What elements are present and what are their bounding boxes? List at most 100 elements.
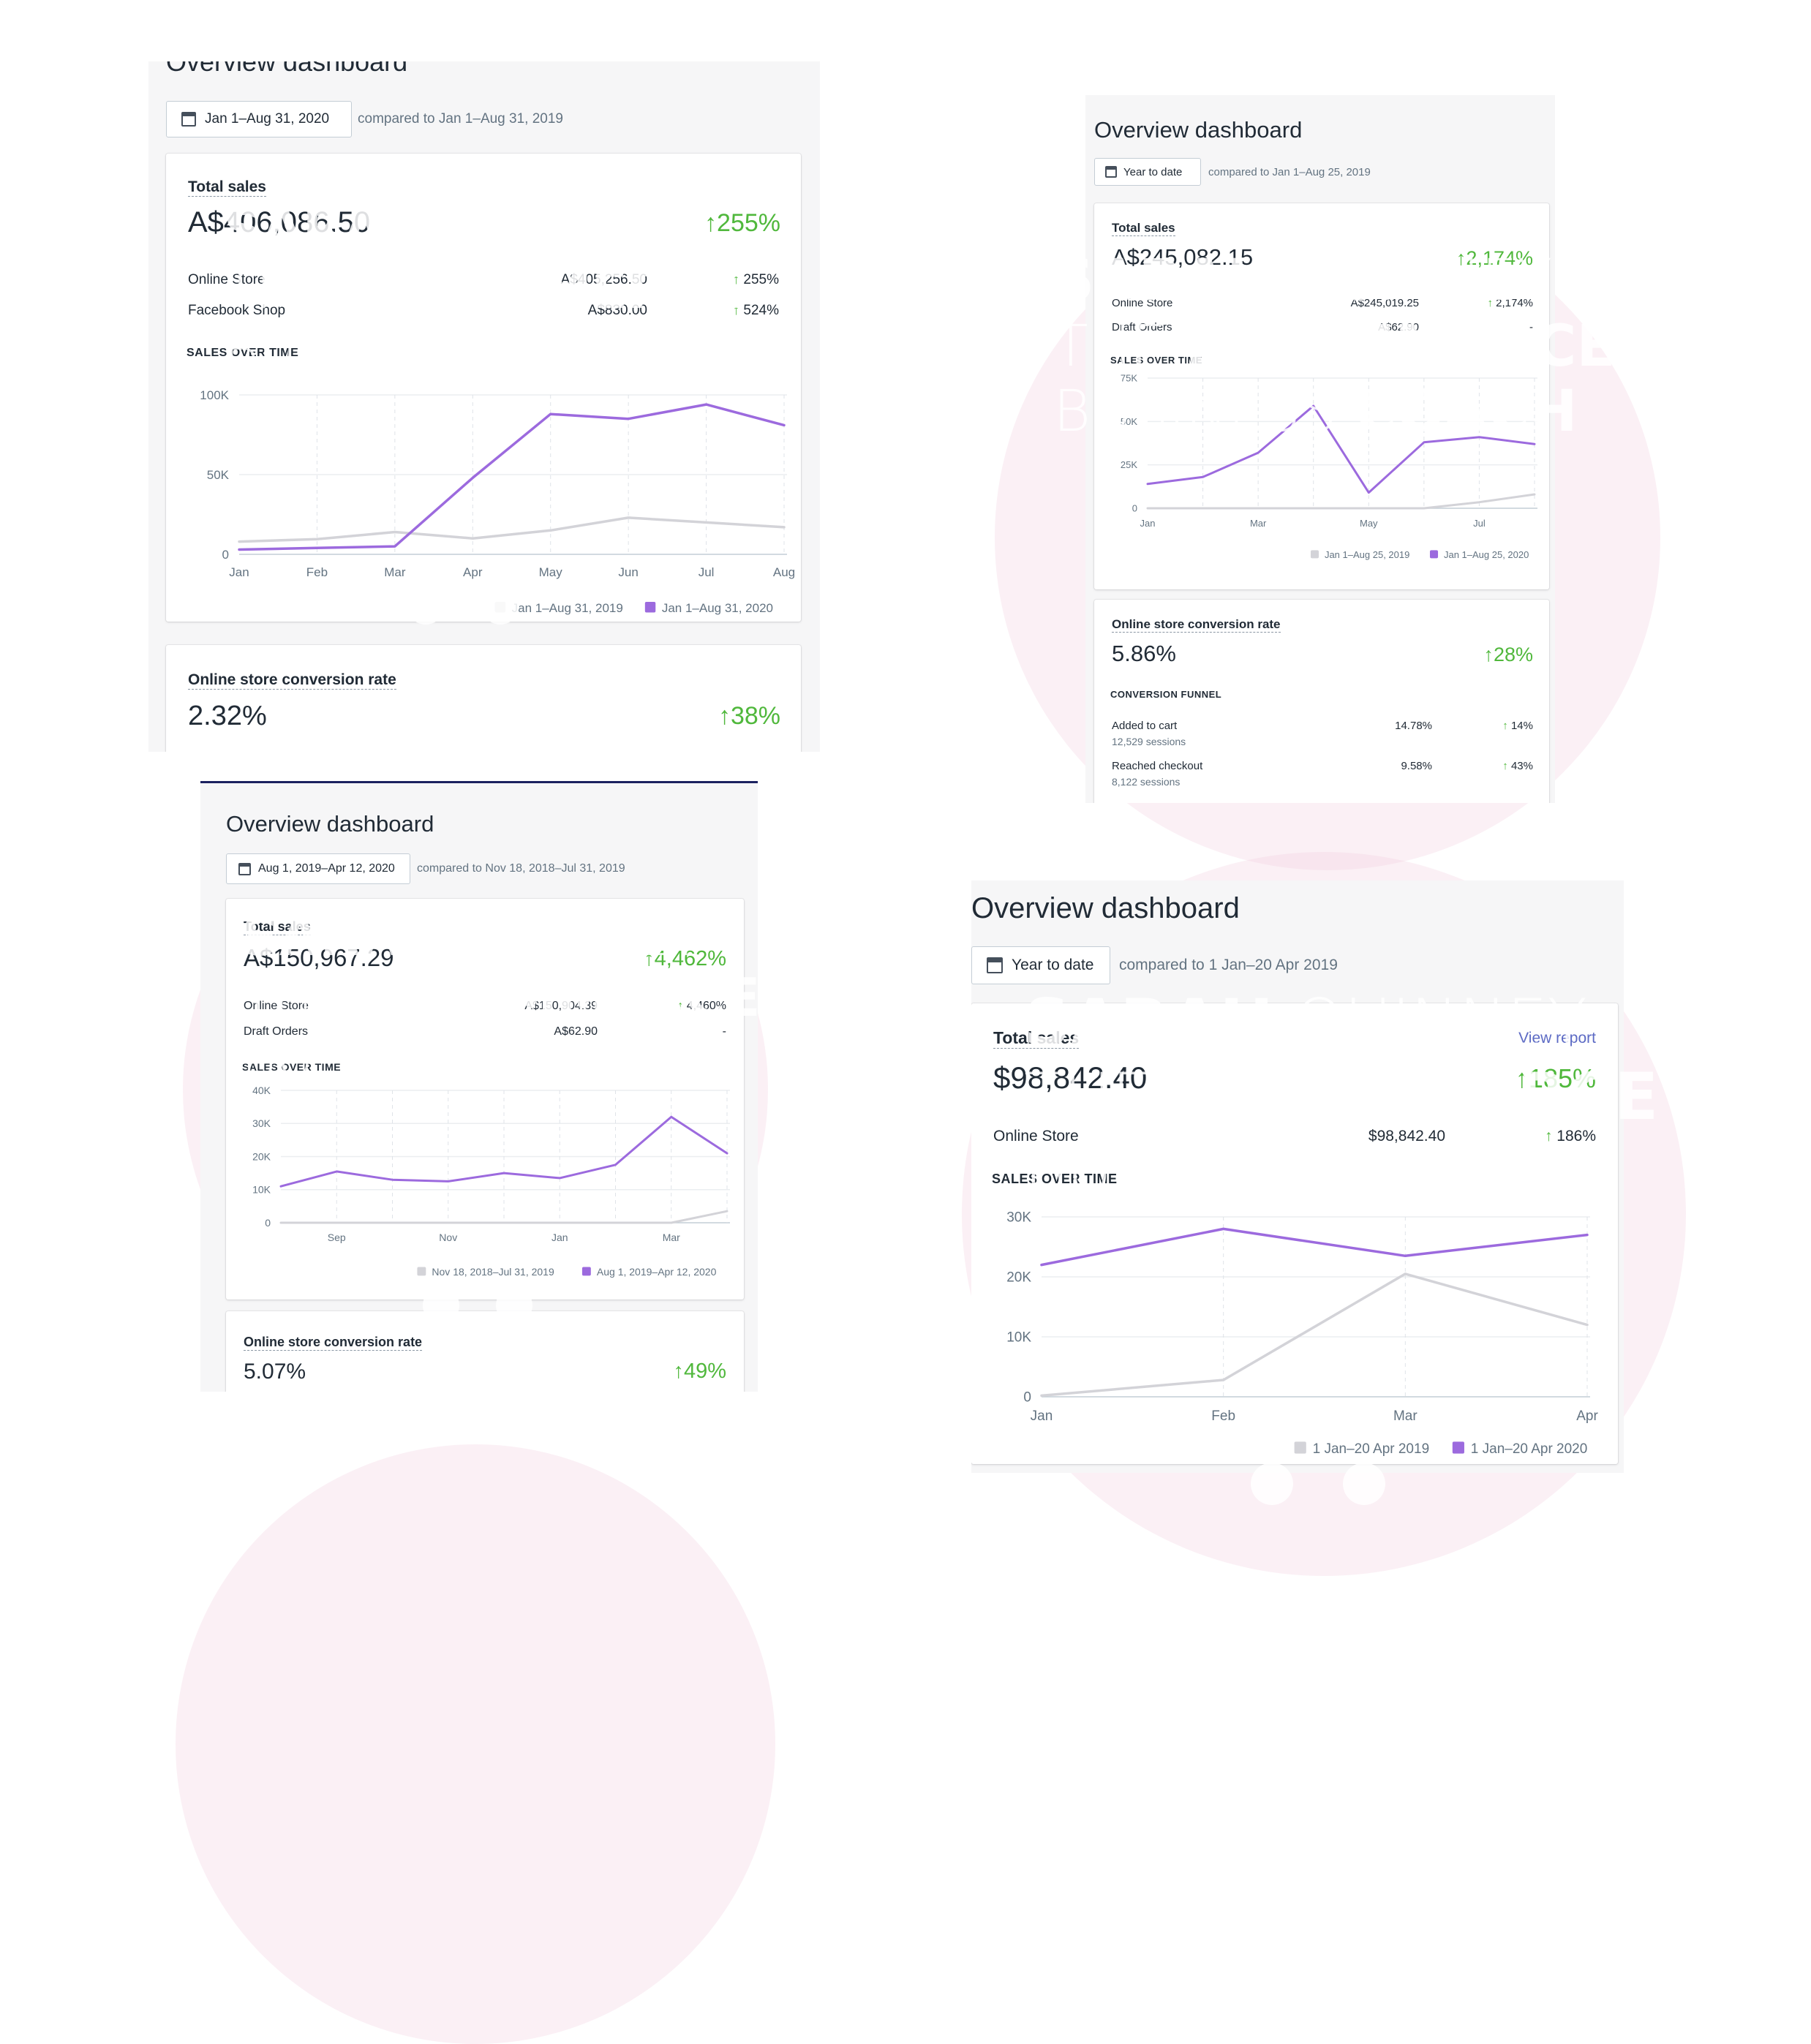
series-line-previous: [1040, 1272, 1589, 1398]
compare-text: compared to Jan 1–Aug 25, 2019: [1208, 166, 1371, 178]
breakdown-row-name: Draft Orders: [244, 1025, 309, 1038]
conversion-rate-value: 2.32%: [188, 701, 267, 731]
y-tick-label: 25K: [1121, 459, 1137, 470]
sales-over-time-chart: 0 10K 20K 30K 40K Sep Nov Jan Mar Aug 1, 2019–Apr…: [252, 1085, 730, 1278]
y-tick-label: 40K: [252, 1085, 271, 1096]
total-sales-value: $98,842.40: [993, 1060, 1148, 1095]
y-tick-label: 75K: [1121, 373, 1137, 384]
y-tick-label: 100K: [200, 388, 229, 402]
total-sales-change: ↑2,174%: [1456, 247, 1533, 269]
breakdown-row-value: A$405,256.50: [560, 272, 647, 287]
y-tick-label: 0: [222, 548, 229, 562]
conversion-rate-value: 5.86%: [1112, 641, 1176, 666]
total-sales-change: ↑4,462%: [644, 947, 726, 970]
x-tick-label: Jan: [1031, 1408, 1053, 1424]
funnel-step-sessions: 8,122 sessions: [1112, 776, 1181, 788]
view-report-link[interactable]: View report: [1518, 1030, 1596, 1046]
breakdown-row-value: A$245,019.25: [1350, 297, 1419, 309]
conversion-rate-change: ↑28%: [1483, 644, 1533, 665]
total-sales-change: ↑255%: [704, 209, 780, 237]
x-tick-label: Jul: [699, 565, 715, 579]
breakdown-row-value: A$830.00: [587, 303, 647, 318]
x-tick-label: Apr: [1576, 1408, 1598, 1424]
series-line-previous: [1146, 493, 1536, 510]
date-range-button[interactable]: Jan 1–Aug 31, 2020: [166, 101, 352, 137]
breakdown-row-name: Online Store: [1112, 297, 1173, 309]
legend-swatch: [1294, 1441, 1306, 1454]
sales-over-time-heading: SALES OVER TIME: [1110, 355, 1202, 366]
sales-over-time-heading: SALES OVER TIME: [187, 347, 299, 359]
y-tick-label: 30K: [1006, 1210, 1031, 1226]
x-tick-label: Aug: [773, 565, 795, 579]
total-sales-label[interactable]: Total sales: [188, 178, 266, 197]
conversion-rate-label[interactable]: Online store conversion rate: [244, 1335, 423, 1351]
y-tick-label: 20K: [1006, 1270, 1031, 1286]
series-line-previous: [279, 1210, 728, 1224]
legend-label: Aug 1, 2019–Apr 12, 2020: [597, 1266, 717, 1278]
series-line-current: [279, 1115, 728, 1188]
total-sales-value: A$406,086.50: [188, 206, 371, 238]
x-tick-label: Feb: [306, 565, 328, 579]
date-range-button[interactable]: Year to date: [1094, 158, 1201, 186]
conversion-rate-card: Online store conversion rate 2.32% ↑38%: [166, 645, 801, 752]
x-tick-label: Jul: [1473, 518, 1486, 529]
sales-over-time-chart: 0 50K 100K Jan Feb Mar Apr May Jun Jul Aug Jan 1–Au…: [200, 388, 795, 615]
watermark-circle: [176, 1444, 775, 2044]
date-range-label: Jan 1–Aug 31, 2020: [205, 111, 330, 127]
conversion-rate-label[interactable]: Online store conversion rate: [188, 671, 396, 690]
legend-swatch: [581, 1267, 591, 1276]
compare-text: compared to Nov 18, 2018–Jul 31, 2019: [417, 862, 625, 875]
date-range-button[interactable]: Aug 1, 2019–Apr 12, 2020: [226, 853, 410, 884]
breakdown-row-name: Facebook Shop: [188, 303, 286, 318]
legend-label: 1 Jan–20 Apr 2020: [1471, 1441, 1588, 1457]
conversion-rate-card: Online store conversion rate 5.86% ↑28% …: [1094, 600, 1549, 803]
page-title: Overview dashboard: [226, 811, 434, 837]
page-title: Overview dashboard: [971, 892, 1240, 924]
total-sales-label[interactable]: Total sales: [1112, 221, 1175, 236]
compare-text: compared to 1 Jan–20 Apr 2019: [1119, 957, 1338, 973]
calendar-icon: [1105, 166, 1117, 178]
legend-swatch: [1452, 1441, 1464, 1454]
compare-text: compared to Jan 1–Aug 31, 2019: [358, 111, 563, 127]
x-tick-label: Mar: [663, 1232, 680, 1243]
page-title: Overview dashboard: [1094, 117, 1303, 143]
x-tick-label: Jan: [551, 1232, 568, 1243]
date-range-button[interactable]: Year to date: [971, 946, 1110, 984]
y-tick-label: 0: [1132, 503, 1137, 514]
breakdown-row-name: Online Store: [244, 1000, 309, 1012]
total-sales-label[interactable]: Total sales: [993, 1028, 1080, 1049]
conversion-rate-card: Online store conversion rate 5.07% ↑49%: [226, 1311, 744, 1392]
breakdown-row-change: -: [722, 1025, 726, 1038]
breakdown-row-name: Online Store: [993, 1128, 1079, 1144]
conversion-rate-label[interactable]: Online store conversion rate: [1112, 617, 1281, 633]
legend-swatch: [417, 1267, 426, 1276]
sales-over-time-heading: SALES OVER TIME: [242, 1061, 342, 1073]
series-line-current: [238, 403, 786, 551]
total-sales-value: A$150,967.29: [244, 944, 394, 971]
y-tick-label: 50K: [207, 468, 230, 482]
calendar-icon: [181, 112, 196, 127]
x-tick-label: Sep: [328, 1232, 346, 1243]
series-line-current: [1040, 1227, 1589, 1267]
y-tick-label: 30K: [252, 1117, 271, 1129]
funnel-step-value: 9.58%: [1401, 760, 1432, 772]
total-sales-card: Total sales A$245,082.15 ↑2,174% Online …: [1094, 203, 1549, 589]
breakdown-row-change: -: [1529, 321, 1533, 333]
legend-label: Nov 18, 2018–Jul 31, 2019: [432, 1266, 554, 1278]
funnel-step-name: Reached checkout: [1112, 760, 1203, 772]
legend-label: Jan 1–Aug 31, 2020: [662, 601, 773, 615]
legend-label: Jan 1–Aug 25, 2019: [1325, 549, 1409, 560]
legend-swatch: [1310, 550, 1319, 559]
y-tick-label: 50K: [1121, 416, 1137, 427]
x-tick-label: Mar: [1393, 1408, 1417, 1424]
breakdown-row-name: Draft Orders: [1112, 321, 1172, 333]
y-tick-label: 20K: [252, 1150, 271, 1162]
y-tick-label: 10K: [252, 1184, 271, 1196]
y-tick-label: 0: [265, 1217, 271, 1229]
sales-over-time-chart: 0 25K 50K 75K Jan Mar May Jul Jan 1–Aug 25, 2020…: [1121, 373, 1537, 560]
total-sales-card: Total sales View report $98,842.40 ↑185%…: [971, 1003, 1618, 1464]
x-tick-label: Nov: [439, 1232, 457, 1243]
total-sales-label[interactable]: Total sales: [244, 919, 311, 935]
legend-label: 1 Jan–20 Apr 2019: [1313, 1441, 1430, 1457]
series-line-previous: [238, 516, 786, 543]
